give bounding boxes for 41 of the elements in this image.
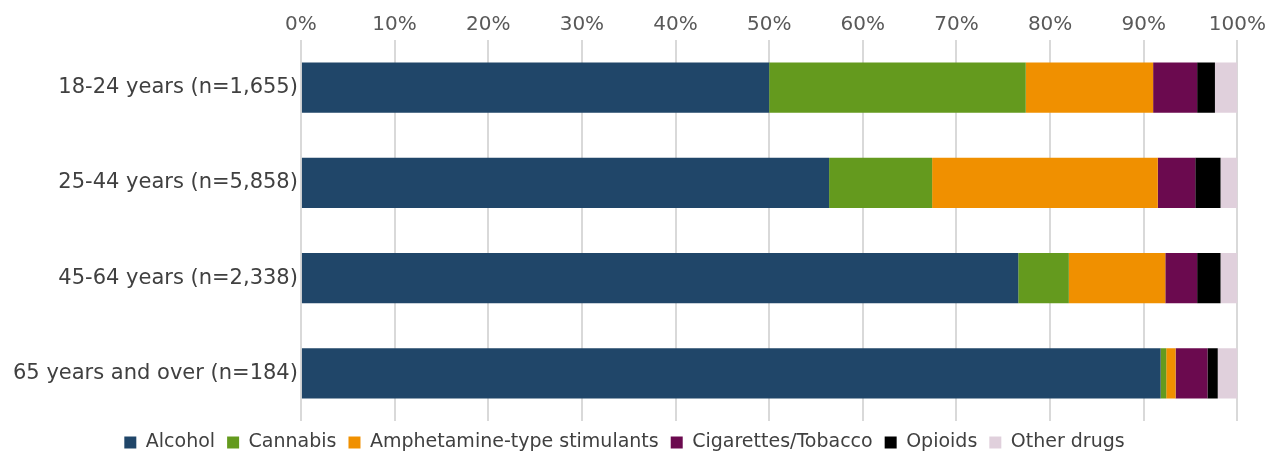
bar [1197,62,1215,113]
y-tick-label: 45-64 years (n=2,338) [58,264,298,289]
bar [1165,252,1198,304]
legend-label: Cannabis [248,429,337,452]
x-tick-label: 0% [285,11,317,36]
bar [1153,62,1198,113]
bar [829,157,933,209]
bar [1068,252,1166,304]
legend-label: Cigarettes/Tobacco [692,429,873,452]
bar [1175,348,1208,399]
x-tick-label: 90% [1121,11,1166,36]
bar [1018,252,1069,304]
bar [1025,62,1154,113]
bar [1160,348,1167,399]
bar [301,252,1019,304]
x-tick-label: 100% [1208,11,1266,36]
bar [301,62,770,113]
legend-label: Alcohol [145,429,216,452]
x-tick-label: 30% [559,11,605,36]
bar [1207,348,1218,399]
y-tick-label: 25-44 years (n=5,858) [58,169,298,194]
x-tick-label: 60% [840,11,886,36]
y-tick-label: 65 years and over (n=184) [12,359,298,384]
bar [1195,157,1221,209]
bar [1157,157,1196,209]
bar [301,157,830,209]
x-tick-label: 40% [653,11,698,36]
bar [1166,348,1176,399]
x-tick-label: 50% [746,11,792,36]
x-tick-label: 70% [934,11,979,36]
x-tick-label: 20% [466,11,511,36]
bar [769,62,1026,113]
legend-label: Other drugs [1010,429,1125,452]
bar [932,157,1158,209]
legend-label: Amphetamine-type stimulants [369,429,659,452]
x-tick-label: 80% [1027,11,1073,36]
y-tick-label: 18-24 years (n=1,655) [58,74,298,99]
legend-label: Opioids [906,429,978,452]
bar [301,348,1161,399]
bar [1197,252,1221,304]
x-tick-label: 10% [372,11,417,36]
